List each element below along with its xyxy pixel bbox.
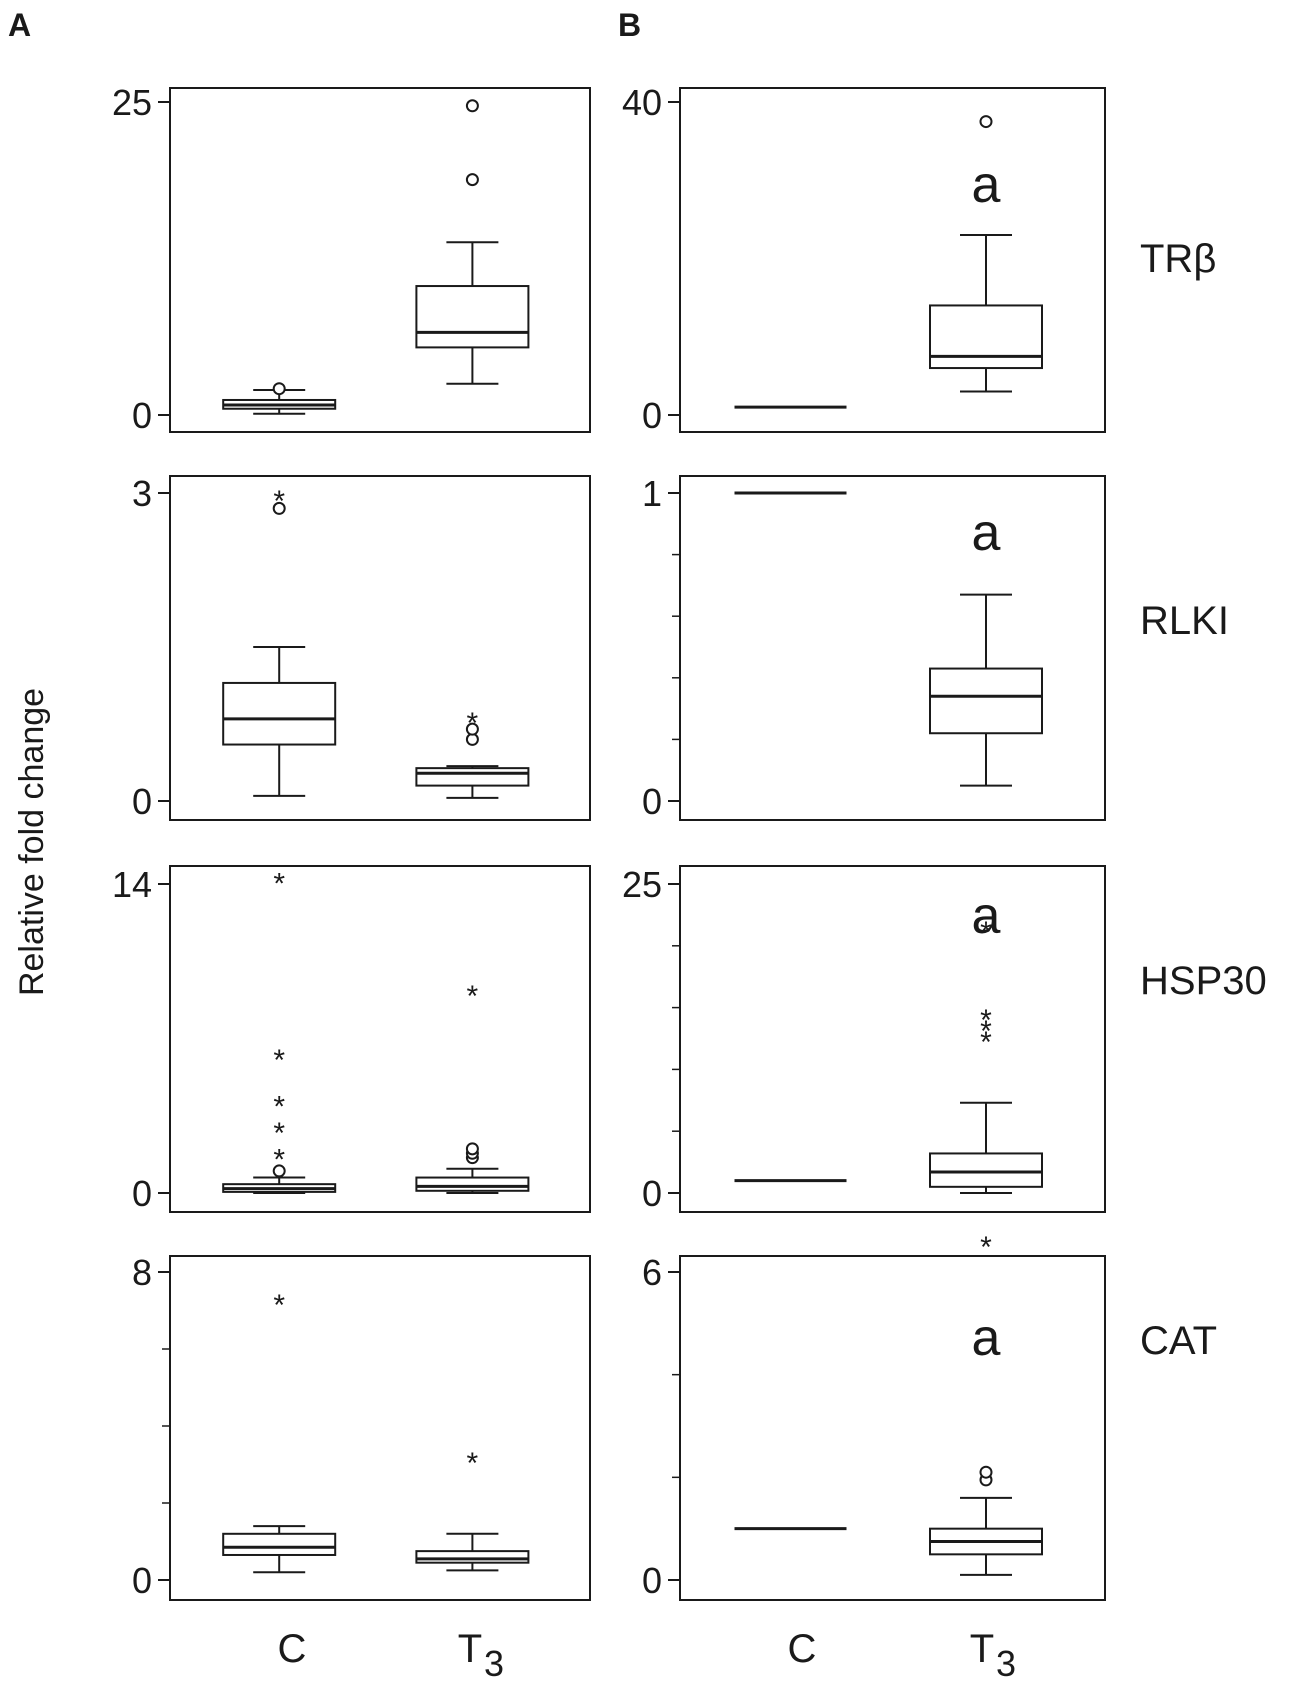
y-tick-label: 14	[112, 864, 152, 905]
iqr-box	[415, 767, 530, 787]
extreme-outlier-star: *	[467, 1447, 479, 1480]
plot-a-2: 0 3 * *	[132, 473, 591, 822]
plot-frame	[679, 87, 1106, 433]
y-tick-label: 0	[132, 1560, 152, 1601]
plot-frame	[679, 475, 1106, 821]
iqr-box	[929, 304, 1043, 370]
significance-letter: a	[972, 887, 1001, 945]
extreme-outlier-star: *	[980, 1231, 992, 1264]
extreme-outlier-star: *	[273, 1117, 285, 1150]
box-t3: *	[415, 707, 530, 799]
extreme-outlier-star: *	[273, 1090, 285, 1123]
outlier-circle	[465, 1142, 479, 1156]
box-control: *	[222, 1289, 337, 1574]
significance-letter: a	[972, 504, 1001, 562]
y-tick-label: 40	[622, 82, 662, 123]
extreme-outlier-star: *	[467, 707, 479, 740]
panel-letter-b: B	[618, 7, 641, 43]
plot-a-4: 0 8 * *	[132, 1252, 591, 1601]
outlier-circle	[272, 1164, 286, 1178]
plot-frame	[169, 865, 591, 1213]
extreme-outlier-star: *	[467, 980, 479, 1013]
box-t3	[929, 115, 1043, 393]
outlier-circle	[272, 501, 286, 515]
extreme-outlier-star: *	[273, 867, 285, 900]
box-t3: *	[415, 980, 530, 1194]
box-t3	[415, 99, 530, 385]
iqr-box	[222, 681, 337, 746]
box-control: *****	[222, 867, 337, 1194]
plot-frame	[679, 1255, 1106, 1601]
extreme-outlier-star: *	[273, 485, 285, 518]
y-tick-label: 0	[642, 1173, 662, 1214]
x-label-a-c: C	[278, 1627, 307, 1671]
y-tick-label: 6	[642, 1252, 662, 1293]
plot-b-2: 0 1 a	[642, 473, 1106, 822]
gene-label-cat: CAT	[1140, 1319, 1217, 1363]
x-label-b-c: C	[788, 1627, 817, 1671]
box-t3: *	[415, 1447, 530, 1572]
iqr-box	[415, 1176, 530, 1192]
outlier-circle	[465, 99, 479, 113]
box-t3: *	[929, 1231, 1043, 1576]
extreme-outlier-star: *	[980, 916, 992, 949]
plot-a-3: 014******	[112, 864, 591, 1214]
y-tick-label: 3	[132, 473, 152, 514]
panel-letter-a: A	[8, 7, 31, 43]
y-tick-label: 0	[642, 395, 662, 436]
iqr-box	[415, 285, 530, 349]
outlier-circle	[465, 722, 479, 736]
outlier-circle	[979, 115, 993, 129]
plot-b-3: 025****a	[622, 864, 1106, 1214]
y-tick-label: 0	[642, 781, 662, 822]
y-tick-label: 1	[642, 473, 662, 514]
y-axis-label: Relative fold change	[13, 688, 51, 996]
iqr-box	[929, 1152, 1043, 1188]
extreme-outlier-star: *	[980, 1004, 992, 1037]
x-label-a-t3: T 3	[458, 1627, 504, 1684]
y-tick-label: 0	[132, 1173, 152, 1214]
extreme-outlier-star: *	[980, 1015, 992, 1048]
x-label-b-t-subscript: 3	[996, 1643, 1016, 1684]
box-t3	[929, 593, 1043, 787]
y-tick-label: 0	[132, 781, 152, 822]
y-tick-label: 25	[622, 864, 662, 905]
gene-label-hsp30: HSP30	[1140, 959, 1267, 1003]
x-label-a-t-subscript: 3	[484, 1643, 504, 1684]
iqr-box	[415, 1550, 530, 1564]
extreme-outlier-star: *	[273, 1289, 285, 1322]
x-label-a-t: T	[458, 1627, 482, 1671]
plot-frame	[169, 475, 591, 821]
significance-letter: a	[972, 1309, 1001, 1367]
plot-frame	[169, 87, 591, 433]
box-control: *	[222, 485, 337, 797]
iqr-box	[929, 667, 1043, 735]
extreme-outlier-star: *	[273, 1143, 285, 1176]
y-tick-label: 8	[132, 1252, 152, 1293]
iqr-box	[222, 1532, 337, 1556]
y-tick-label: 25	[112, 82, 152, 123]
significance-letter: a	[972, 156, 1001, 214]
plot-b-4: 0 6 * a	[642, 1231, 1106, 1601]
extreme-outlier-star: *	[980, 1026, 992, 1059]
outlier-circle	[979, 1465, 993, 1479]
outlier-circle	[272, 382, 286, 396]
gene-label-rlki: RLKI	[1140, 599, 1229, 643]
plot-frame	[169, 1255, 591, 1601]
y-tick-label: 0	[132, 395, 152, 436]
plot-frame	[679, 865, 1106, 1213]
plot-a-1: 0 25	[112, 82, 591, 436]
x-label-b-t3: T 3	[970, 1627, 1016, 1684]
box-t3: ****	[929, 916, 1043, 1194]
x-label-b-t: T	[970, 1627, 994, 1671]
gene-label-tr: TRβ	[1140, 237, 1216, 281]
box-control	[222, 382, 337, 415]
outlier-circle	[465, 173, 479, 187]
plot-b-1: 0 40 a	[622, 82, 1106, 436]
extreme-outlier-star: *	[273, 1044, 285, 1077]
y-tick-label: 0	[642, 1560, 662, 1601]
